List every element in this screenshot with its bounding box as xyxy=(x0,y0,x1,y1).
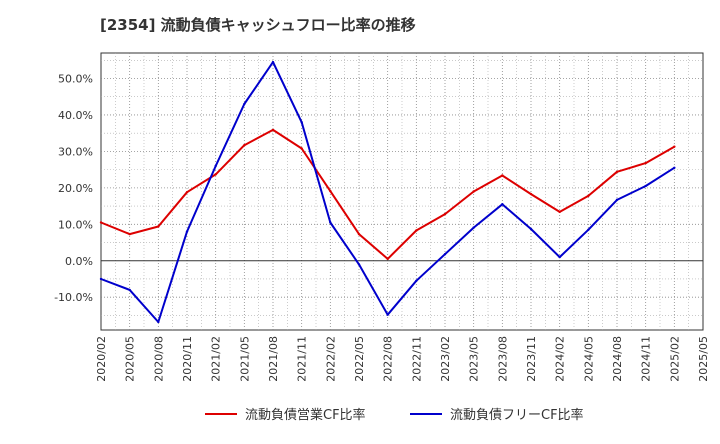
data-point xyxy=(243,102,246,106)
x-tick-label: 2023/05 xyxy=(468,336,481,382)
x-tick-label: 2022/08 xyxy=(382,336,395,382)
x-tick-label: 2023/11 xyxy=(525,336,538,382)
legend-label: 流動負債営業CF比率 xyxy=(245,407,366,423)
axes: 50.0% 40.0% 30.0% 20.0% 10.0% 0.0% -10.0% 2020/… xyxy=(54,73,710,382)
data-point xyxy=(329,221,332,224)
x-tick-label: 2022/11 xyxy=(410,336,423,382)
y-tick-label: 20.0% xyxy=(58,182,93,195)
data-point xyxy=(329,189,332,193)
data-point xyxy=(673,166,676,170)
x-tick-label: 2025/05 xyxy=(697,336,710,382)
data-point xyxy=(644,161,647,165)
x-tick-label: 2024/05 xyxy=(582,336,595,382)
x-tick-label: 2023/08 xyxy=(496,336,509,382)
data-point xyxy=(128,288,131,292)
y-tick-label: -10.0% xyxy=(54,291,93,304)
data-point xyxy=(357,232,361,236)
data-point xyxy=(673,145,676,148)
data-point xyxy=(386,313,389,316)
data-point xyxy=(415,279,418,282)
data-point xyxy=(300,121,303,124)
y-tick-label: 0.0% xyxy=(65,255,93,268)
x-tick-label: 2021/08 xyxy=(267,336,280,382)
legend: 流動負債営業CF比率 流動負債フリーCF比率 xyxy=(205,407,584,423)
data-point xyxy=(157,320,160,324)
data-point xyxy=(501,174,504,177)
data-point xyxy=(587,194,590,198)
x-tick-label: 2021/11 xyxy=(296,336,309,382)
chart-title: [2354] 流動負債キャッシュフロー比率の推移 xyxy=(100,16,416,34)
y-tick-label: 10.0% xyxy=(58,218,93,231)
x-tick-label: 2024/08 xyxy=(611,336,624,382)
data-point xyxy=(386,257,389,261)
data-point xyxy=(472,226,475,229)
x-tick-label: 2020/11 xyxy=(181,336,194,382)
data-point xyxy=(128,232,131,236)
data-point xyxy=(558,255,561,259)
data-point xyxy=(99,277,103,281)
data-point xyxy=(558,210,561,214)
grid xyxy=(100,52,704,331)
data-point xyxy=(501,203,504,206)
x-tick-label: 2020/08 xyxy=(152,336,165,382)
data-point xyxy=(300,147,303,150)
data-point xyxy=(529,227,533,231)
data-point xyxy=(185,191,189,194)
y-tick-label: 50.0% xyxy=(58,73,93,86)
x-tick-label: 2021/05 xyxy=(238,336,251,382)
x-tick-label: 2022/02 xyxy=(324,336,337,382)
x-tick-label: 2022/05 xyxy=(353,336,366,382)
data-point xyxy=(357,263,361,266)
data-point xyxy=(99,221,103,224)
data-point xyxy=(271,128,275,132)
data-point xyxy=(214,164,217,168)
data-point xyxy=(415,229,418,232)
x-tick-label: 2024/11 xyxy=(640,336,653,382)
x-tick-label: 2020/05 xyxy=(124,336,137,382)
y-tick-label: 30.0% xyxy=(58,145,93,158)
data-point xyxy=(644,184,647,188)
x-tick-label: 2024/02 xyxy=(554,336,567,382)
data-point xyxy=(214,173,217,176)
series-layer xyxy=(99,60,676,324)
data-point xyxy=(587,228,590,231)
x-tick-label: 2023/02 xyxy=(439,336,452,382)
y-tick-label: 40.0% xyxy=(58,109,93,122)
data-point xyxy=(472,190,475,193)
data-point xyxy=(185,230,189,233)
data-point xyxy=(443,212,447,216)
data-point xyxy=(615,198,619,202)
data-point xyxy=(157,225,160,228)
legend-label: 流動負債フリーCF比率 xyxy=(450,407,584,423)
data-point xyxy=(443,252,447,256)
x-tick-label: 2021/02 xyxy=(210,336,223,382)
data-point xyxy=(243,144,246,147)
data-point xyxy=(615,170,619,174)
data-point xyxy=(271,60,275,64)
x-tick-label: 2020/02 xyxy=(95,336,108,382)
data-point xyxy=(529,192,533,196)
x-tick-label: 2025/02 xyxy=(668,336,681,382)
